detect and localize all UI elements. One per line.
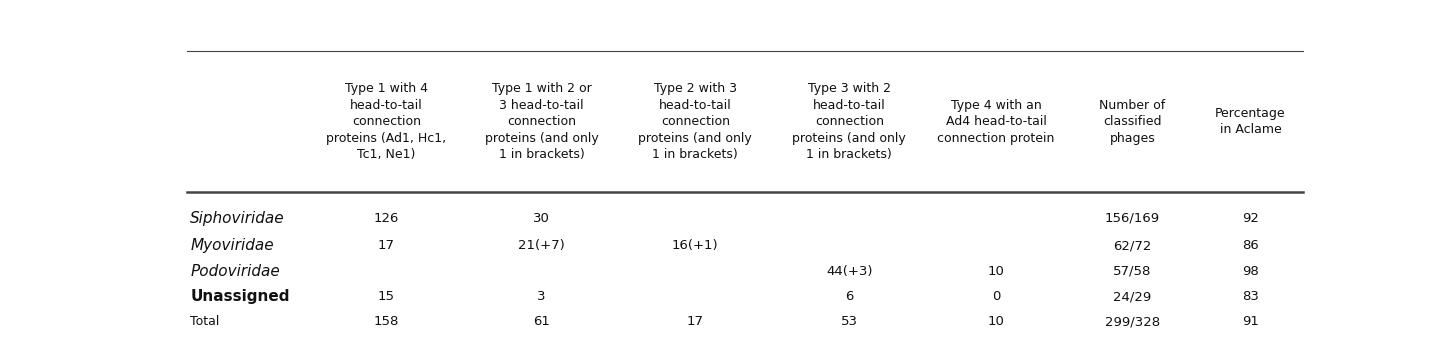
Text: Type 2 with 3
head-to-tail
connection
proteins (and only
1 in brackets): Type 2 with 3 head-to-tail connection pr… xyxy=(638,82,753,161)
Text: Total: Total xyxy=(190,315,219,329)
Text: 126: 126 xyxy=(374,212,399,225)
Text: Percentage
in Aclame: Percentage in Aclame xyxy=(1215,107,1286,136)
Text: Myoviridae: Myoviridae xyxy=(190,238,274,253)
Text: 299/328: 299/328 xyxy=(1105,315,1160,329)
Text: 6: 6 xyxy=(845,290,854,303)
Text: 10: 10 xyxy=(987,265,1005,278)
Text: 3: 3 xyxy=(536,290,545,303)
Text: Podoviridae: Podoviridae xyxy=(190,264,280,279)
Text: 21(+7): 21(+7) xyxy=(518,239,566,252)
Text: 10: 10 xyxy=(987,315,1005,329)
Text: 0: 0 xyxy=(992,290,1000,303)
Text: 98: 98 xyxy=(1243,265,1259,278)
Text: 15: 15 xyxy=(378,290,394,303)
Text: 91: 91 xyxy=(1243,315,1259,329)
Text: 44(+3): 44(+3) xyxy=(826,265,873,278)
Text: 17: 17 xyxy=(378,239,394,252)
Text: Siphoviridae: Siphoviridae xyxy=(190,211,284,226)
Text: 158: 158 xyxy=(374,315,399,329)
Text: Type 1 with 2 or
3 head-to-tail
connection
proteins (and only
1 in brackets): Type 1 with 2 or 3 head-to-tail connecti… xyxy=(484,82,599,161)
Text: 16(+1): 16(+1) xyxy=(671,239,719,252)
Text: 61: 61 xyxy=(534,315,550,329)
Text: 156/169: 156/169 xyxy=(1105,212,1160,225)
Text: 57/58: 57/58 xyxy=(1114,265,1151,278)
Text: 86: 86 xyxy=(1243,239,1259,252)
Text: 62/72: 62/72 xyxy=(1114,239,1151,252)
Text: 83: 83 xyxy=(1243,290,1259,303)
Text: Number of
classified
phages: Number of classified phages xyxy=(1099,98,1166,144)
Text: 24/29: 24/29 xyxy=(1114,290,1151,303)
Text: 92: 92 xyxy=(1243,212,1259,225)
Text: 53: 53 xyxy=(841,315,858,329)
Text: Type 3 with 2
head-to-tail
connection
proteins (and only
1 in brackets): Type 3 with 2 head-to-tail connection pr… xyxy=(793,82,906,161)
Text: Type 4 with an
Ad4 head-to-tail
connection protein: Type 4 with an Ad4 head-to-tail connecti… xyxy=(937,98,1054,144)
Text: Unassigned: Unassigned xyxy=(190,289,290,304)
Text: Type 1 with 4
head-to-tail
connection
proteins (Ad1, Hc1,
Tc1, Ne1): Type 1 with 4 head-to-tail connection pr… xyxy=(326,82,447,161)
Text: 30: 30 xyxy=(534,212,550,225)
Text: 17: 17 xyxy=(687,315,703,329)
